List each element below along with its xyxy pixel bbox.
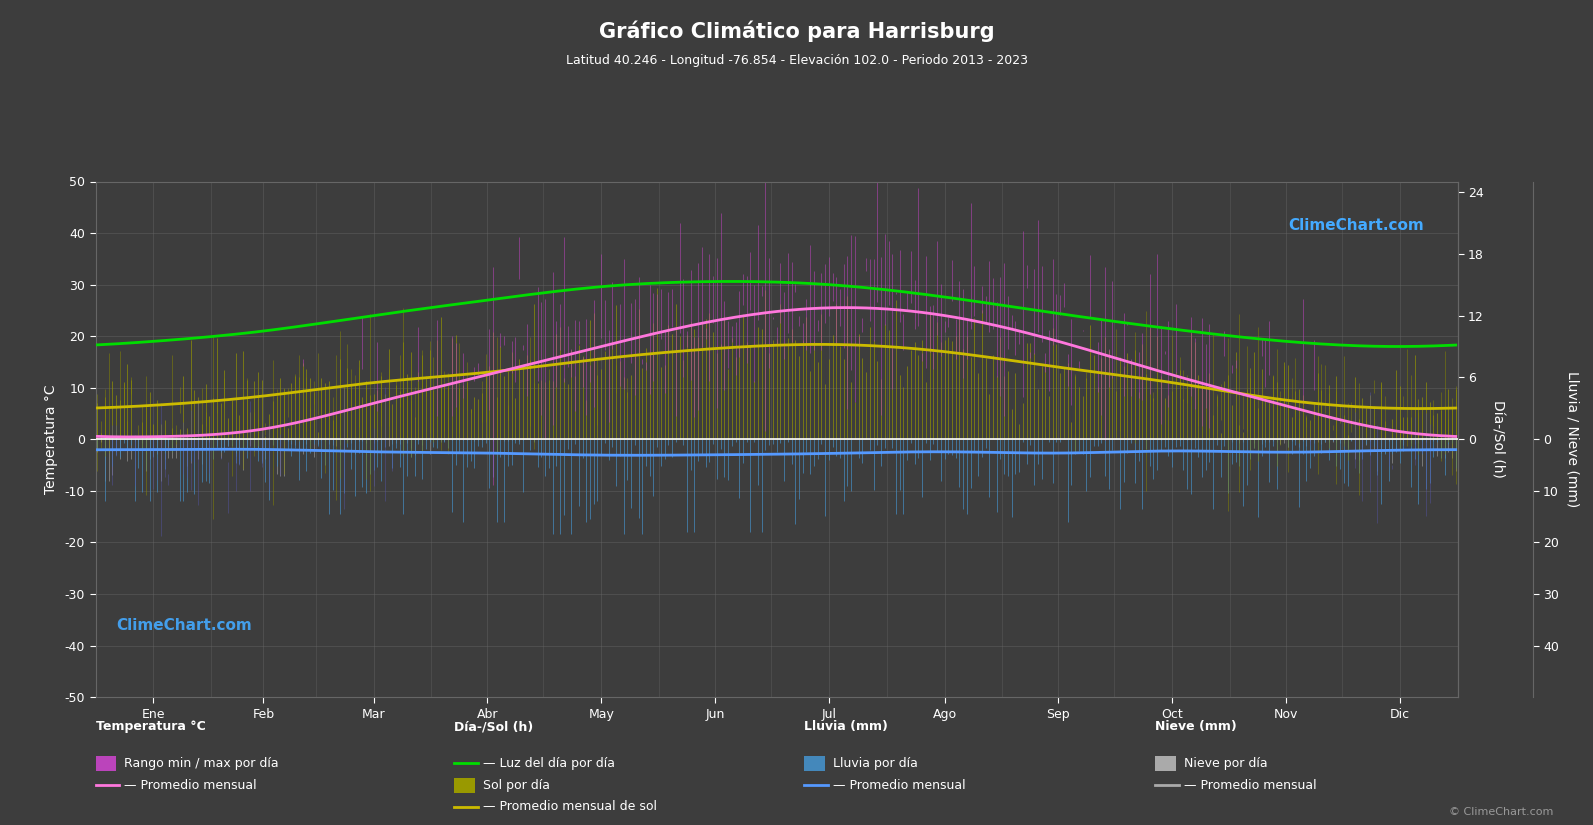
Text: ClimeChart.com: ClimeChart.com bbox=[1287, 218, 1424, 233]
Text: — Promedio mensual de sol: — Promedio mensual de sol bbox=[483, 800, 656, 813]
Text: — Promedio mensual: — Promedio mensual bbox=[833, 779, 965, 792]
Text: Día-/Sol (h): Día-/Sol (h) bbox=[454, 720, 534, 733]
Text: Gráfico Climático para Harrisburg: Gráfico Climático para Harrisburg bbox=[599, 21, 994, 42]
Text: — Luz del día por día: — Luz del día por día bbox=[483, 757, 615, 770]
Text: Nieve (mm): Nieve (mm) bbox=[1155, 720, 1236, 733]
Text: © ClimeChart.com: © ClimeChart.com bbox=[1448, 807, 1553, 817]
Text: Nieve por día: Nieve por día bbox=[1184, 757, 1266, 770]
Y-axis label: Lluvia / Nieve (mm): Lluvia / Nieve (mm) bbox=[1566, 371, 1580, 507]
Text: Rango min / max por día: Rango min / max por día bbox=[124, 757, 279, 770]
Text: Lluvia (mm): Lluvia (mm) bbox=[804, 720, 889, 733]
Text: — Promedio mensual: — Promedio mensual bbox=[124, 779, 256, 792]
Text: ClimeChart.com: ClimeChart.com bbox=[116, 618, 252, 633]
Text: Lluvia por día: Lluvia por día bbox=[833, 757, 918, 770]
Text: Temperatura °C: Temperatura °C bbox=[96, 720, 205, 733]
Text: — Promedio mensual: — Promedio mensual bbox=[1184, 779, 1316, 792]
Y-axis label: Temperatura °C: Temperatura °C bbox=[43, 384, 57, 494]
Text: Sol por día: Sol por día bbox=[483, 779, 550, 792]
Y-axis label: Día-/Sol (h): Día-/Sol (h) bbox=[1491, 400, 1505, 478]
Text: Latitud 40.246 - Longitud -76.854 - Elevación 102.0 - Periodo 2013 - 2023: Latitud 40.246 - Longitud -76.854 - Elev… bbox=[566, 54, 1027, 67]
